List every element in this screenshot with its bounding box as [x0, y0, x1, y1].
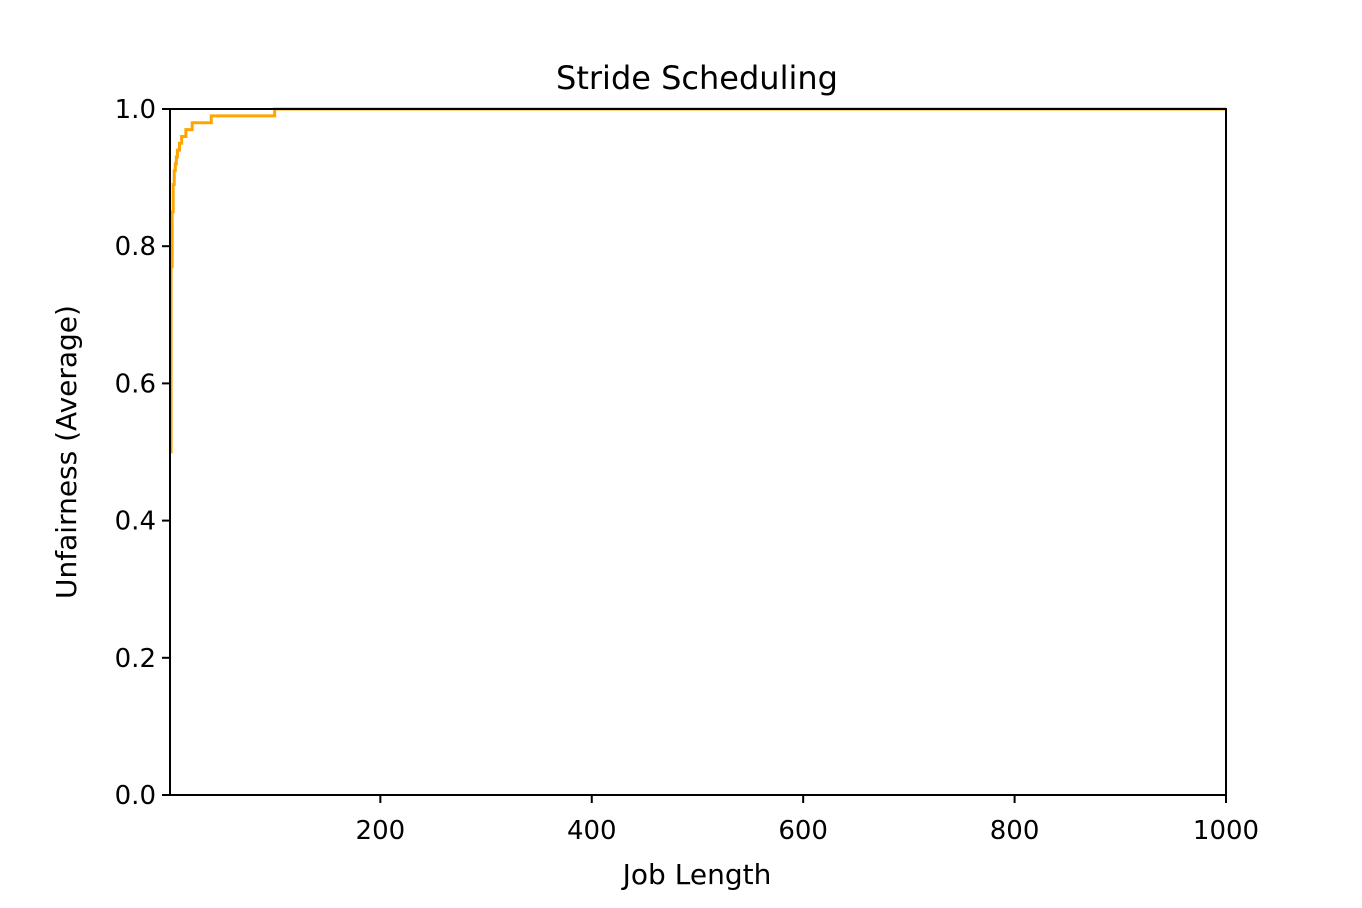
- series-point: [179, 142, 181, 144]
- plot-frame: [169, 108, 1227, 796]
- y-tick-label: 0.4: [115, 507, 156, 537]
- series-point: [173, 170, 175, 172]
- x-tick-label: 1000: [1193, 816, 1259, 846]
- series-point: [273, 115, 275, 117]
- x-tick-label: 200: [356, 816, 406, 846]
- y-tick-label: 0.0: [115, 781, 156, 811]
- series-point: [172, 183, 174, 185]
- series-point: [210, 115, 212, 117]
- y-tick-label: 1.0: [115, 95, 156, 125]
- series-point: [188, 129, 190, 131]
- y-axis-ticks: 0.0 0.2 0.4 0.6 0.8 1.0: [115, 95, 170, 811]
- series-point: [221, 115, 223, 117]
- x-tick-label: 800: [990, 816, 1040, 846]
- series-line: [169, 107, 1226, 454]
- x-tick-label: 400: [567, 816, 617, 846]
- y-tick-label: 0.8: [115, 232, 156, 262]
- series-point: [176, 149, 178, 151]
- series-point: [242, 115, 244, 117]
- x-axis-ticks: 200 400 600 800 1000: [356, 795, 1259, 846]
- series-point: [174, 163, 176, 165]
- y-tick-label: 0.6: [115, 369, 156, 399]
- series-point: [175, 156, 177, 158]
- chart-title: Stride Scheduling: [556, 59, 838, 97]
- series-point: [183, 135, 185, 137]
- series-point: [181, 135, 183, 137]
- series-point: [185, 129, 187, 131]
- x-tick-label: 600: [778, 816, 828, 846]
- x-axis-label: Job Length: [621, 858, 772, 891]
- series-point: [203, 122, 205, 124]
- series-point: [191, 122, 193, 124]
- y-axis-label: Unfairness (Average): [50, 305, 83, 599]
- series-point: [171, 211, 173, 213]
- y-tick-label: 0.2: [115, 644, 156, 674]
- series-point: [195, 122, 197, 124]
